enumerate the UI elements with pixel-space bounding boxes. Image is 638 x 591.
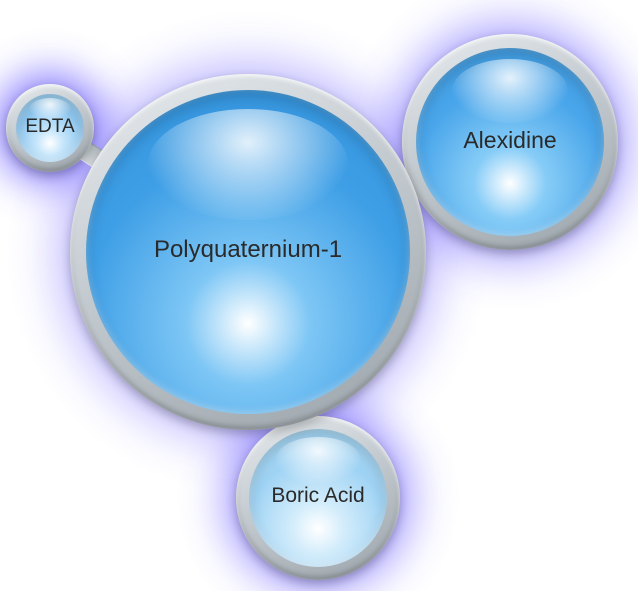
polyquaternium-label: Polyquaternium-1 bbox=[70, 236, 426, 264]
edta-bubble: EDTA bbox=[6, 84, 94, 172]
boric-bubble: Boric Acid bbox=[236, 416, 400, 580]
boric-label: Boric Acid bbox=[236, 484, 400, 508]
alexidine-bubble: Alexidine bbox=[402, 34, 618, 250]
alexidine-label: Alexidine bbox=[402, 127, 618, 154]
diagram-stage: EDTA Boric Acid Alexidine Polyquaternium-1 bbox=[0, 0, 638, 591]
edta-label: EDTA bbox=[6, 116, 94, 138]
polyquaternium-bubble: Polyquaternium-1 bbox=[70, 74, 426, 430]
